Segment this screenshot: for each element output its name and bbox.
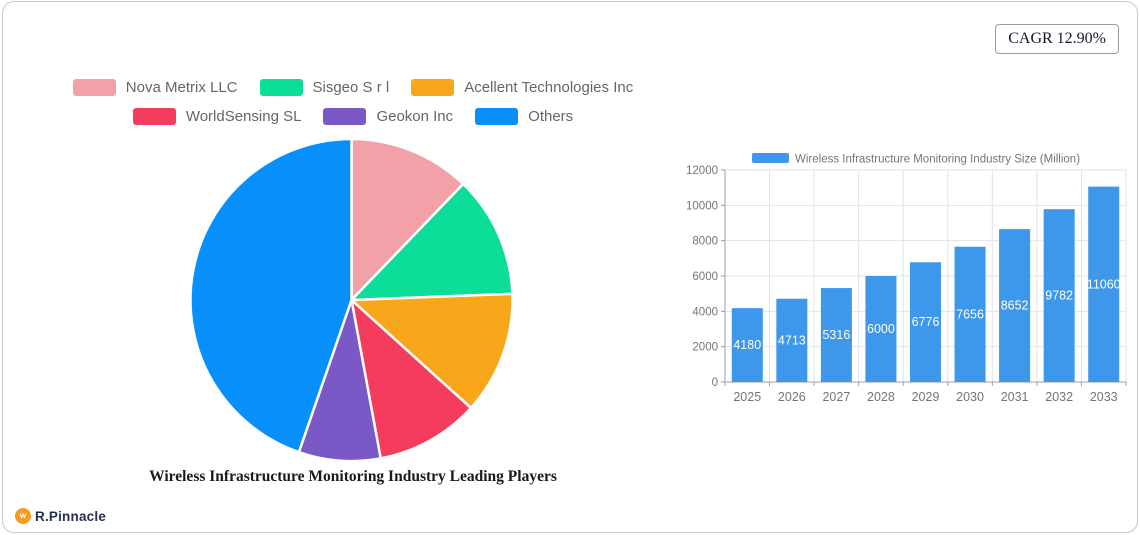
legend-item-label: Geokon Inc bbox=[376, 107, 454, 125]
x-tick-label: 2030 bbox=[956, 390, 984, 404]
pie-slice-sisgeo-s-r-l[interactable] bbox=[350, 182, 514, 302]
x-tick-label: 2033 bbox=[1090, 390, 1118, 404]
legend-item-label: Sisgeo S r l bbox=[312, 78, 390, 96]
y-tick-label: 0 bbox=[712, 377, 718, 389]
bar-value-label: 8652 bbox=[1001, 299, 1029, 313]
y-tick-label: 4000 bbox=[692, 306, 718, 318]
legend-swatch-icon bbox=[323, 107, 367, 125]
brand-logo: w R.Pinnacle bbox=[15, 508, 106, 524]
legend-item-others[interactable]: Others bbox=[475, 107, 574, 125]
x-tick-label: 2032 bbox=[1045, 390, 1073, 404]
legend-swatch-icon bbox=[475, 107, 519, 125]
legend-swatch-icon bbox=[411, 78, 455, 96]
bar-value-label: 11060 bbox=[1087, 277, 1121, 291]
bar-2033[interactable] bbox=[1088, 186, 1120, 382]
legend-item-label: Nova Metrix LLC bbox=[125, 78, 238, 96]
y-tick-label: 2000 bbox=[692, 342, 718, 354]
legend-item-label: Others bbox=[528, 107, 574, 125]
legend-swatch-icon bbox=[259, 78, 303, 96]
legend-item-acellent-technologies-inc[interactable]: Acellent Technologies Inc bbox=[411, 78, 634, 96]
bar-legend[interactable]: Wireless Infrastructure Monitoring Indus… bbox=[752, 153, 1080, 166]
bar-2028[interactable] bbox=[865, 276, 897, 382]
bar-legend-label: Wireless Infrastructure Monitoring Indus… bbox=[795, 154, 1080, 166]
legend-swatch-icon bbox=[132, 107, 176, 125]
pie-legend-row-1: Nova Metrix LLC Sisgeo S r l Acellent Tech… bbox=[3, 78, 703, 96]
cagr-badge: CAGR 12.90% bbox=[995, 24, 1119, 54]
y-tick-label: 10000 bbox=[686, 200, 718, 212]
x-tick-label: 2029 bbox=[912, 390, 940, 404]
x-tick-label: 2031 bbox=[1001, 390, 1029, 404]
bar-legend-swatch-icon bbox=[752, 153, 789, 163]
bar-value-label: 4713 bbox=[778, 333, 806, 347]
x-tick-label: 2028 bbox=[867, 390, 895, 404]
legend-swatch-icon bbox=[72, 78, 116, 96]
brand-circle-icon: w bbox=[15, 508, 31, 524]
pie-slice-acellent-technologies-inc[interactable] bbox=[350, 292, 514, 410]
x-tick-label: 2026 bbox=[778, 390, 806, 404]
bar-2025[interactable] bbox=[731, 308, 763, 382]
legend-item-label: WorldSensing SL bbox=[185, 107, 302, 125]
y-tick-label: 8000 bbox=[692, 236, 718, 248]
bar-2030[interactable] bbox=[954, 246, 986, 382]
bar-2026[interactable] bbox=[776, 298, 808, 382]
y-tick-label: 6000 bbox=[692, 271, 718, 283]
pie-chart bbox=[189, 137, 514, 463]
brand-name: R.Pinnacle bbox=[35, 508, 107, 524]
pie-legend-row-2: WorldSensing SL Geokon Inc Others bbox=[3, 107, 703, 125]
legend-item-geokon-inc[interactable]: Geokon Inc bbox=[323, 107, 454, 125]
bar-2027[interactable] bbox=[820, 288, 852, 382]
bar-value-label: 6000 bbox=[867, 322, 895, 336]
legend-item-worldsensing-sl[interactable]: WorldSensing SL bbox=[132, 107, 302, 125]
bar-2032[interactable] bbox=[1043, 209, 1075, 382]
bar-value-label: 7656 bbox=[956, 307, 984, 321]
pie-slice-others[interactable] bbox=[189, 137, 353, 454]
bar-value-label: 5316 bbox=[822, 328, 850, 342]
legend-item-sisgeo-s-r-l[interactable]: Sisgeo S r l bbox=[259, 78, 390, 96]
x-tick-label: 2027 bbox=[822, 390, 850, 404]
pie-slice-nova-metrix-llc[interactable] bbox=[350, 137, 465, 302]
pie-legend: Nova Metrix LLC Sisgeo S r l Acellent Tech… bbox=[3, 78, 703, 136]
pie-slice-worldsensing-sl[interactable] bbox=[350, 298, 473, 460]
legend-item-nova-metrix-llc[interactable]: Nova Metrix LLC bbox=[72, 78, 238, 96]
bar-2029[interactable] bbox=[910, 262, 941, 382]
bar-2031[interactable] bbox=[999, 229, 1031, 382]
x-tick-label: 2025 bbox=[733, 390, 761, 404]
pie-title: Wireless Infrastructure Monitoring Indus… bbox=[149, 468, 557, 485]
y-tick-label: 12000 bbox=[686, 165, 718, 177]
legend-item-label: Acellent Technologies Inc bbox=[464, 78, 634, 96]
bar-chart: 0 2000 4000 6000 8000 10000 12000 4180 2025 4713 2… bbox=[686, 153, 1127, 404]
bar-value-label: 6776 bbox=[912, 315, 940, 329]
bar-value-label: 9782 bbox=[1045, 289, 1073, 303]
bar-value-label: 4180 bbox=[733, 338, 761, 352]
